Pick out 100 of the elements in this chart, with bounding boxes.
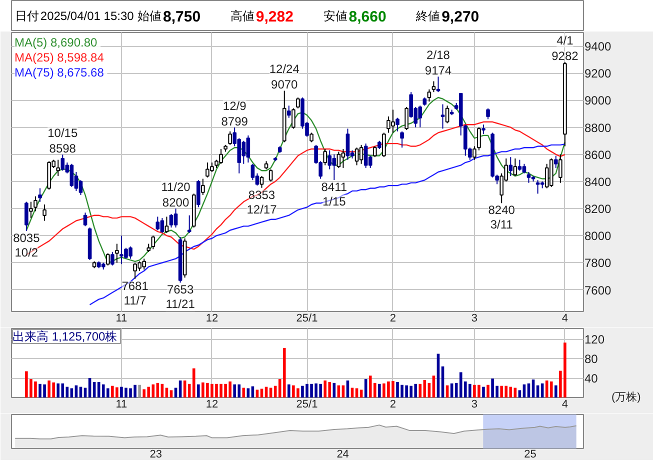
text: 高値: [230, 9, 254, 23]
candlestick: [83, 212, 88, 227]
candlestick: [518, 159, 522, 172]
x-tick-label: 4: [562, 398, 568, 410]
y-tick-label: 8400: [584, 174, 612, 189]
bar: [196, 384, 200, 398]
candlestick: [346, 128, 350, 160]
bar: [138, 384, 141, 398]
bar: [550, 381, 553, 398]
bar: [192, 368, 196, 398]
candlestick: [310, 132, 314, 143]
candlestick: [156, 216, 160, 231]
candlestick: [115, 243, 119, 264]
candlestick: [354, 147, 359, 166]
candlestick: [404, 106, 408, 131]
candlestick: [482, 124, 486, 135]
candlestick: [24, 201, 28, 232]
candlestick: [42, 204, 46, 222]
bar: [554, 385, 558, 398]
candlestick: [196, 180, 200, 208]
candlestick: [440, 104, 445, 130]
x-tick-label: 11: [116, 398, 128, 410]
candlestick: [164, 216, 169, 234]
x-tick-label: 2: [390, 398, 396, 410]
x-tick-label: 23: [150, 448, 162, 460]
annotation: 12/24: [269, 62, 300, 76]
bar: [324, 380, 327, 398]
candlestick: [558, 154, 562, 184]
y-tick-label: 9000: [584, 94, 612, 108]
y-tick-label: 120: [584, 332, 605, 347]
candlestick: [169, 213, 174, 228]
candlestick: [38, 188, 42, 202]
candlestick: [400, 130, 404, 148]
candlestick: [296, 97, 300, 109]
candlestick: [508, 156, 513, 177]
candlestick: [372, 146, 377, 158]
text: 始値: [138, 9, 162, 23]
text: 安値: [323, 9, 348, 23]
candlestick: [56, 159, 60, 177]
annotation: 12/17: [246, 202, 278, 216]
y-axis-title: (万株): [612, 390, 641, 404]
y-tick-label: 8800: [584, 120, 612, 135]
candlestick: [382, 132, 386, 158]
candlestick: [396, 117, 400, 132]
bar: [256, 390, 259, 398]
text: 9,282: [256, 8, 294, 26]
candlestick: [260, 176, 264, 188]
annotation: 8240: [488, 203, 516, 218]
y-tick-label: 9400: [584, 40, 612, 54]
x-tick-label: 11: [116, 312, 128, 324]
bar: [288, 384, 290, 398]
annotation: 4/1: [556, 34, 574, 48]
candlestick: [228, 130, 232, 146]
annotation: 8200: [162, 196, 190, 210]
y-tick-label: 8000: [584, 229, 612, 244]
text: 9,270: [442, 8, 480, 26]
bar: [242, 388, 246, 398]
x-tick-label: 12: [206, 398, 218, 410]
candlestick: [554, 155, 558, 168]
bar: [518, 390, 522, 398]
annotation: 12/9: [222, 98, 247, 113]
annotation: 11/21: [166, 297, 196, 312]
bar: [482, 386, 485, 398]
annotation: 11/20: [161, 180, 191, 194]
x-tick-label: 2: [390, 312, 396, 324]
candlestick: [427, 88, 432, 102]
candlestick: [250, 163, 255, 181]
y-tick-label: 9200: [584, 66, 612, 81]
candlestick: [174, 208, 178, 228]
candlestick: [268, 168, 273, 182]
text: 終値: [415, 9, 440, 23]
candlestick: [160, 218, 164, 234]
x-tick-label: 25/1: [296, 312, 318, 324]
candlestick: [34, 196, 38, 212]
candlestick: [151, 235, 156, 250]
candlestick: [336, 151, 341, 168]
candlestick: [328, 150, 332, 170]
x-tick-label: 25: [524, 448, 536, 460]
candlestick: [187, 214, 192, 234]
candlestick: [110, 251, 114, 266]
chart-title: 出来高 1,125,700株: [12, 330, 118, 344]
bar: [360, 390, 363, 398]
text: 8,660: [348, 8, 386, 26]
bar: [432, 376, 436, 398]
x-tick-label: 12: [206, 312, 218, 324]
bar: [56, 383, 60, 398]
candlestick: [432, 80, 436, 93]
text: MA(75) 8,675.68: [14, 66, 104, 80]
y-tick-label: 8600: [584, 148, 612, 162]
annotation: 8035: [13, 230, 40, 245]
annotation: 9174: [424, 64, 452, 78]
bar: [418, 384, 422, 398]
candlestick: [526, 172, 531, 184]
y-tick-label: 40: [584, 372, 598, 386]
candlestick: [486, 108, 490, 120]
candlestick: [513, 158, 518, 177]
annotation: 7681: [122, 278, 149, 293]
x-tick-label: 24: [336, 448, 349, 460]
text: MA(5) 8,690.80: [14, 36, 98, 50]
annotation: 9282: [552, 49, 579, 64]
